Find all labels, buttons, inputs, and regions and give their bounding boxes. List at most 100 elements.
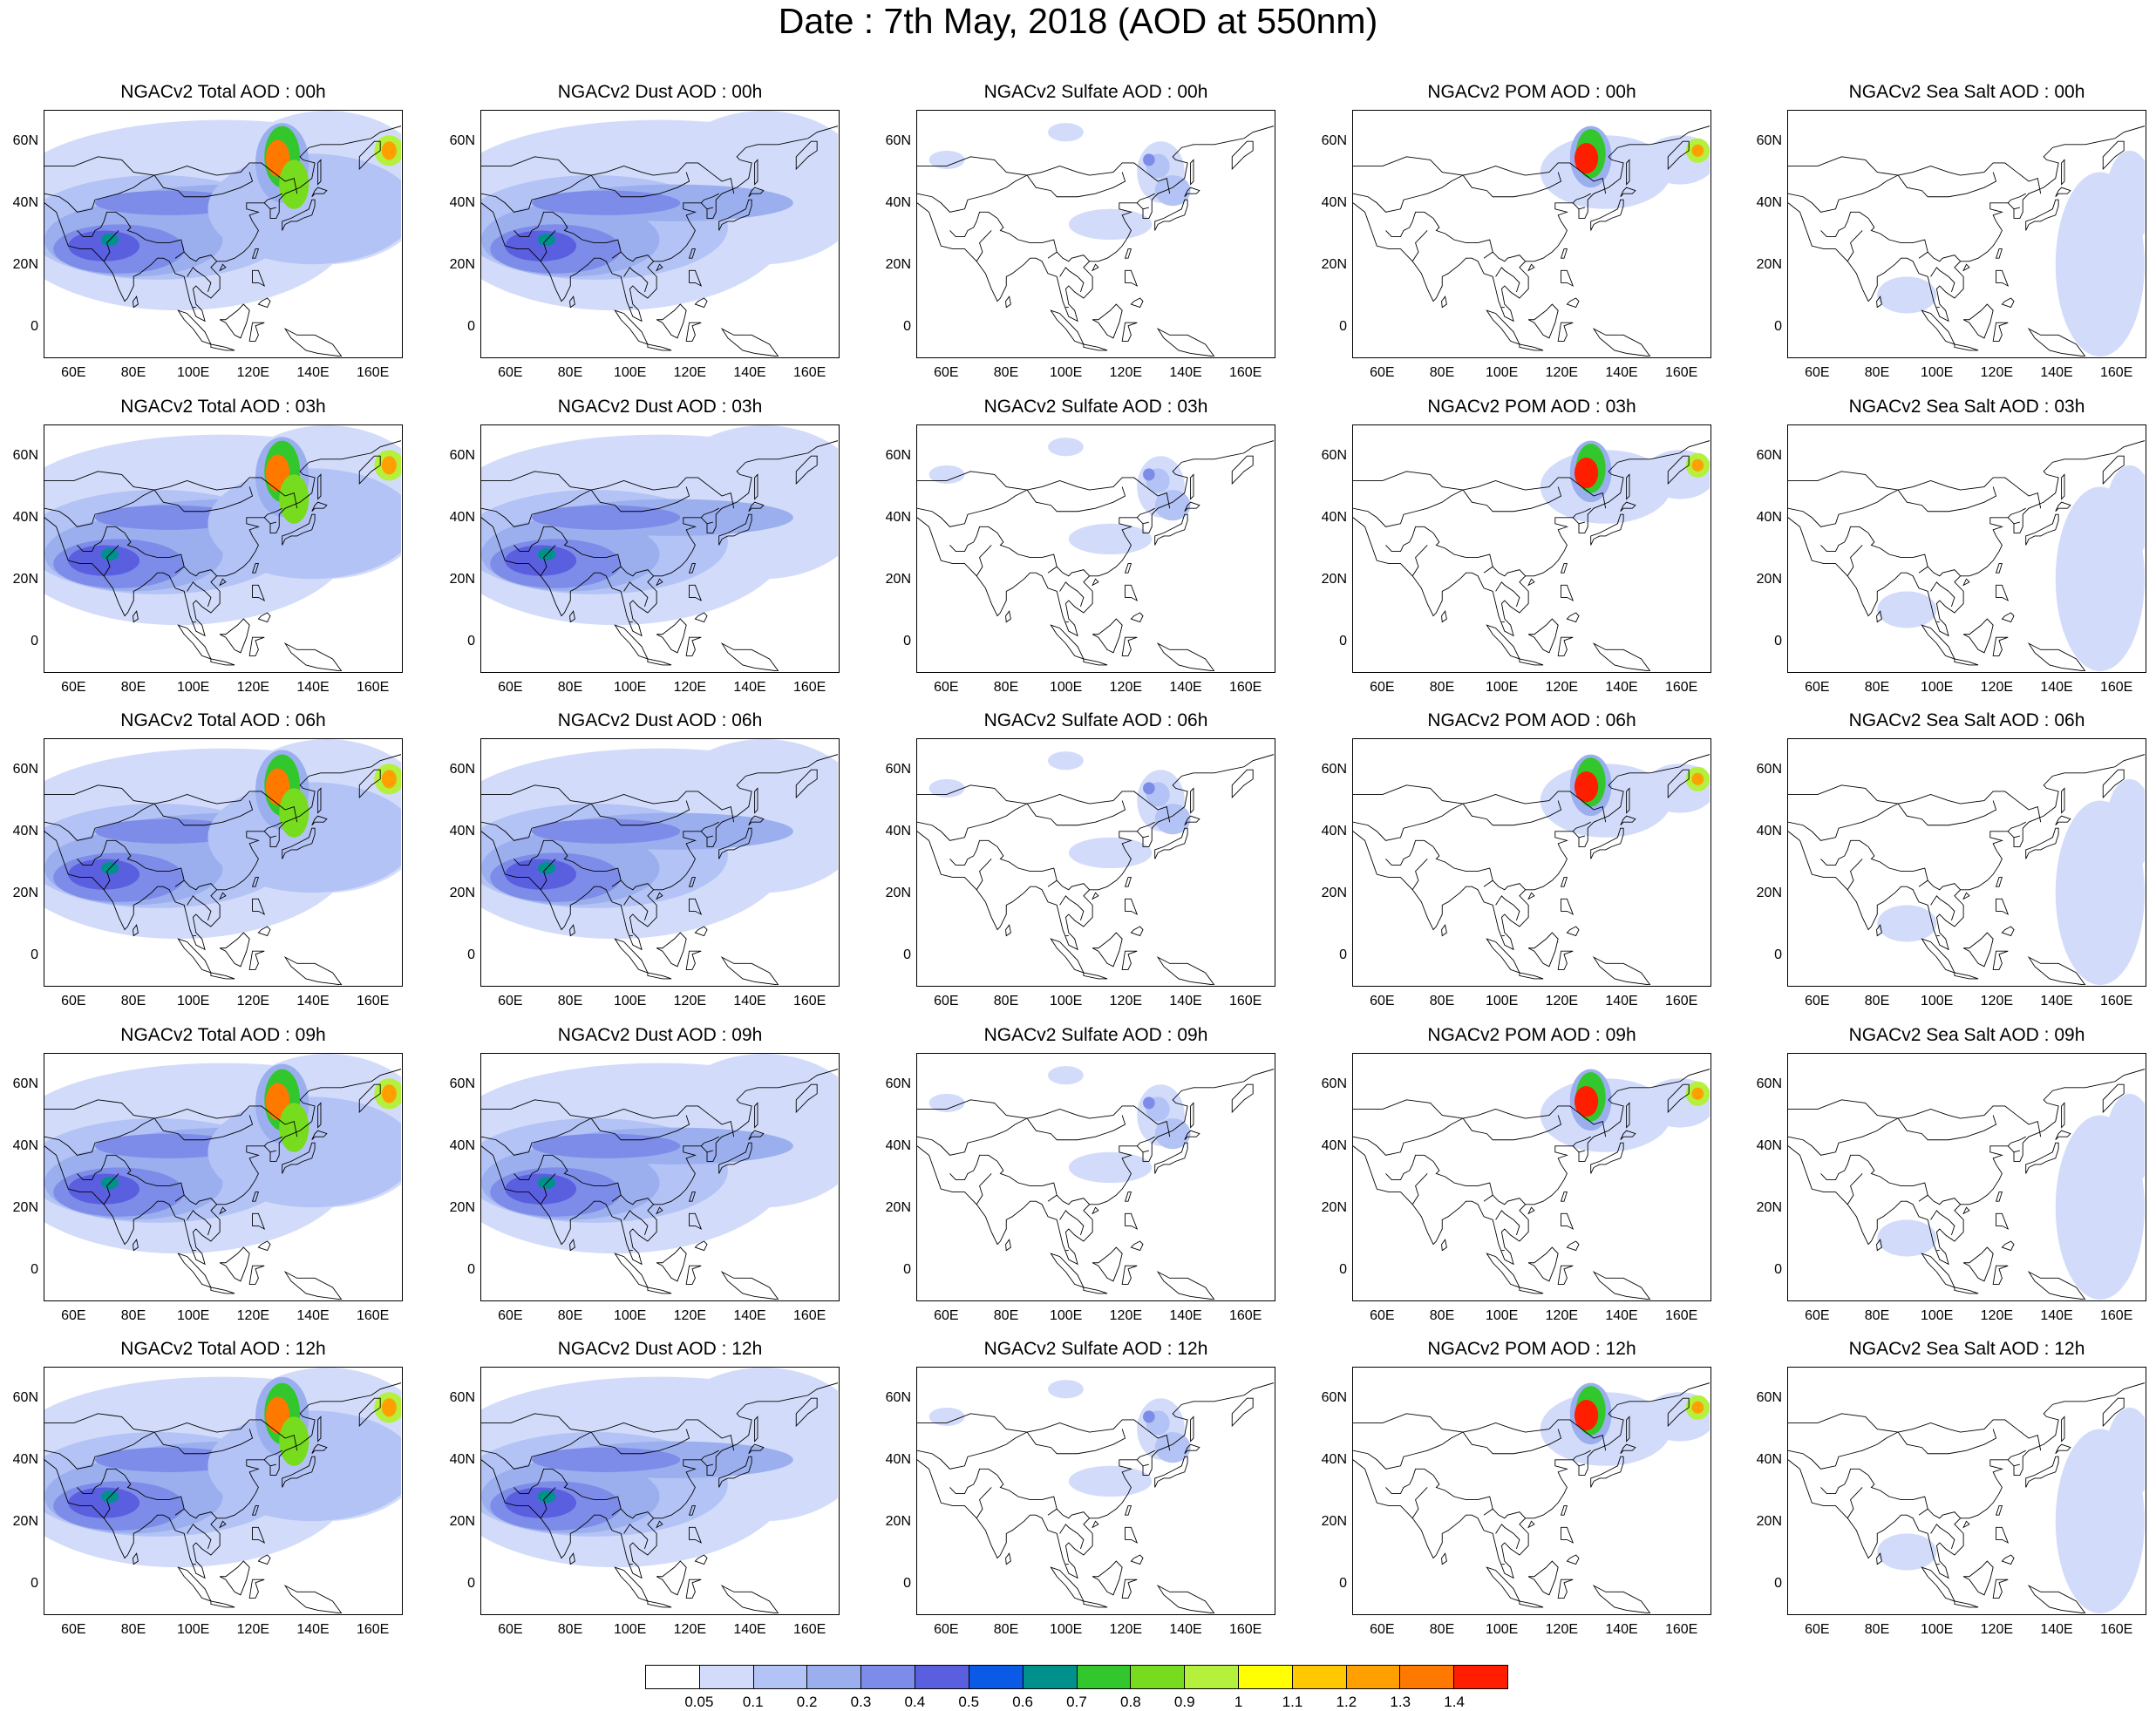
map-panel <box>480 1053 840 1301</box>
island-outline <box>685 1265 702 1285</box>
lat-tick-label: 40N <box>12 823 38 839</box>
aod-contour-region <box>381 1398 397 1417</box>
island-outline <box>1231 1397 1254 1428</box>
lon-tick-label: 120E <box>673 680 707 695</box>
lon-tick-label: 80E <box>1429 1622 1455 1637</box>
lon-tick-label: 160E <box>356 994 390 1008</box>
lon-tick-label: 60E <box>1370 680 1395 695</box>
aod-contour-region <box>279 160 309 209</box>
island-outline <box>2061 1102 2065 1129</box>
panel-title: NGACv2 Total AOD : 12h <box>120 1339 326 1359</box>
country-border <box>103 1487 119 1519</box>
lat-tick-label: 0 <box>467 319 475 335</box>
island-outline <box>689 1526 703 1544</box>
lat-tick-label: 20N <box>12 1200 38 1216</box>
island-outline <box>1527 618 1559 654</box>
country-border <box>1492 1508 1526 1519</box>
coastline <box>917 440 1274 637</box>
island-outline <box>1954 1600 1979 1608</box>
lon-tick-label: 60E <box>1805 1308 1830 1323</box>
country-border <box>44 1105 298 1156</box>
lon-tick-label: 100E <box>1049 994 1083 1008</box>
colorbar-swatch <box>969 1666 1024 1688</box>
lon-tick-label: 140E <box>733 1308 766 1323</box>
lon-tick-label: 160E <box>2099 680 2133 695</box>
lon-tick-label: 160E <box>792 1622 826 1637</box>
island-outline <box>1557 322 1574 342</box>
lat-tick-label: 0 <box>1339 1262 1347 1278</box>
country-border <box>2007 1136 2026 1147</box>
country-border <box>481 1105 735 1156</box>
country-border <box>1788 477 2042 527</box>
island-outline <box>1557 950 1574 970</box>
island-outline <box>1092 892 1099 900</box>
island-outline <box>358 1083 381 1114</box>
map-canvas <box>481 739 838 985</box>
island-outline <box>2055 1443 2071 1455</box>
lat-tick-label: 20N <box>1321 1514 1347 1530</box>
aod-contour-region <box>381 456 397 475</box>
country-border <box>1820 1154 1928 1202</box>
country-border <box>1026 486 1126 513</box>
lon-tick-label: 100E <box>1485 1622 1519 1637</box>
country-border <box>1897 1429 1997 1455</box>
country-border <box>1492 566 1526 577</box>
colorbar-swatch <box>699 1666 754 1688</box>
lat-tick-label: 20N <box>1321 1200 1347 1216</box>
island-outline <box>1092 1560 1123 1596</box>
map-canvas <box>917 123 1274 356</box>
panel-title: NGACv2 Sea Salt AOD : 12h <box>1848 1339 2085 1359</box>
lon-tick-label: 140E <box>296 680 330 695</box>
country-border <box>269 1150 276 1153</box>
island-outline <box>1962 892 1970 900</box>
country-border <box>706 207 713 210</box>
island-outline <box>219 892 227 900</box>
island-outline <box>133 924 139 937</box>
country-border <box>1788 784 1899 805</box>
country-border <box>1897 1115 1997 1141</box>
island-outline <box>1050 938 1085 974</box>
country-border <box>590 1429 690 1455</box>
country-border <box>1788 471 1899 491</box>
country-border <box>269 521 276 525</box>
aod-contour-region <box>505 1487 577 1518</box>
lat-tick-label: 40N <box>885 509 911 525</box>
island-outline <box>1527 1560 1559 1596</box>
country-border <box>481 1099 592 1119</box>
island-outline <box>1561 1212 1574 1230</box>
lat-tick-label: 20N <box>449 572 475 587</box>
country-border <box>1136 821 1155 832</box>
lon-tick-label: 80E <box>120 680 146 695</box>
island-outline <box>718 1142 752 1174</box>
island-outline <box>720 956 779 985</box>
lon-tick-label: 140E <box>1169 1308 1202 1323</box>
lon-tick-label: 80E <box>1864 1308 1890 1323</box>
island-outline <box>1954 1287 1979 1294</box>
island-outline <box>1560 1505 1568 1516</box>
country-border <box>623 1524 649 1550</box>
lon-tick-label: 60E <box>934 680 959 695</box>
aod-contour-region <box>1047 1066 1084 1085</box>
country-border <box>917 477 1171 527</box>
lat-tick-label: 40N <box>1321 823 1347 839</box>
island-outline <box>795 455 818 485</box>
island-outline <box>210 658 235 666</box>
country-border <box>269 1463 276 1467</box>
lat-tick-label: 60N <box>1321 447 1347 463</box>
country-border <box>1353 1105 1607 1156</box>
lon-tick-label: 100E <box>1920 680 1954 695</box>
aod-contour-region <box>505 1173 577 1205</box>
island-outline <box>1620 187 1636 198</box>
colorbar-label: 0.9 <box>1173 1694 1195 1710</box>
map-panel <box>1787 424 2146 673</box>
panel-title: NGACv2 Sea Salt AOD : 00h <box>1848 82 2085 102</box>
lon-tick-label: 160E <box>1228 994 1262 1008</box>
country-border <box>1353 471 1464 491</box>
country-border <box>1136 1450 1155 1461</box>
lat-tick-label: 20N <box>449 1514 475 1530</box>
map-canvas <box>481 1054 838 1300</box>
lon-tick-label: 80E <box>1429 680 1455 695</box>
country-border <box>1897 486 1997 513</box>
panel-title: NGACv2 Sulfate AOD : 00h <box>983 82 1208 102</box>
country-border <box>263 821 282 832</box>
